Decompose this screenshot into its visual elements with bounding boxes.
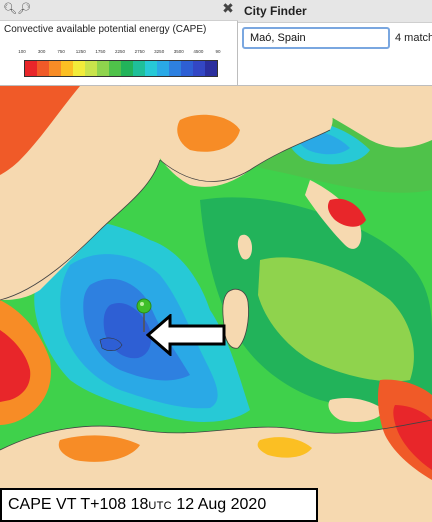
zoom-in-icon[interactable]: 🔍︎: [3, 3, 17, 15]
match-count: 4 matches: [395, 32, 432, 44]
colorbar-ticks: 100 300 750 1250 1750 2250 2750 3250 3500 4500 90: [18, 49, 221, 59]
caption-utc: UTC: [148, 500, 172, 512]
location-pin-icon[interactable]: [136, 298, 152, 332]
colorbar-swatch: [133, 61, 145, 76]
caption-prefix: CAPE VT T+108 18: [8, 496, 149, 513]
legend-toolbar: 🔍︎ 🔎︎ ✖: [0, 0, 238, 21]
colorbar-swatch: [109, 61, 121, 76]
forecast-caption: CAPE VT T+108 18UTC 12 Aug 2020: [0, 488, 318, 522]
colorbar-tick-label: 1250: [75, 49, 86, 54]
legend-title: Convective available potential energy (C…: [4, 24, 207, 35]
city-finder-header: City Finder: [238, 0, 432, 23]
city-search-input[interactable]: [242, 27, 390, 49]
land-balearics: [99, 337, 123, 351]
land-alps: [300, 86, 432, 148]
land-sicily: [328, 398, 385, 422]
colorbar-tick-label: 4500: [193, 49, 204, 54]
colorbar-tick-label: 90: [215, 49, 221, 54]
close-icon[interactable]: ✖: [222, 1, 234, 17]
colorbar-tick-label: 2750: [134, 49, 145, 54]
colorbar-tick-label: 1750: [95, 49, 106, 54]
colorbar-swatch: [49, 61, 61, 76]
colorbar-tick-label: 3250: [154, 49, 165, 54]
colorbar-swatch: [61, 61, 73, 76]
colorbar-swatch: [73, 61, 85, 76]
colorbar-tick-label: 100: [18, 49, 26, 54]
city-finder-title: City Finder: [244, 4, 307, 18]
land-sardinia: [222, 289, 249, 349]
colorbar-tick-label: 750: [57, 49, 65, 54]
legend-panel: 🔍︎ 🔎︎ ✖ Convective available potential e…: [0, 0, 238, 86]
caption-suffix: 12 Aug 2020: [171, 496, 267, 513]
colorbar-swatch: [181, 61, 193, 76]
left-arrow-icon: [146, 314, 226, 356]
colorbar: [24, 60, 218, 77]
colorbar-swatch: [121, 61, 133, 76]
city-finder-panel: City Finder 4 matches: [238, 0, 432, 86]
land-corsica: [237, 234, 252, 260]
colorbar-swatch: [25, 61, 37, 76]
land-iberia: [0, 86, 160, 300]
zoom-out-icon[interactable]: 🔎︎: [17, 3, 31, 15]
colorbar-tick-label: 3500: [173, 49, 184, 54]
colorbar-swatch: [205, 61, 217, 76]
colorbar-swatch: [169, 61, 181, 76]
colorbar-swatch: [85, 61, 97, 76]
colorbar-swatch: [37, 61, 49, 76]
colorbar-swatch: [145, 61, 157, 76]
colorbar-swatch: [157, 61, 169, 76]
colorbar-swatch: [97, 61, 109, 76]
colorbar-tick-label: 2250: [114, 49, 126, 54]
colorbar-swatch: [193, 61, 205, 76]
colorbar-tick-label: 300: [37, 49, 46, 54]
